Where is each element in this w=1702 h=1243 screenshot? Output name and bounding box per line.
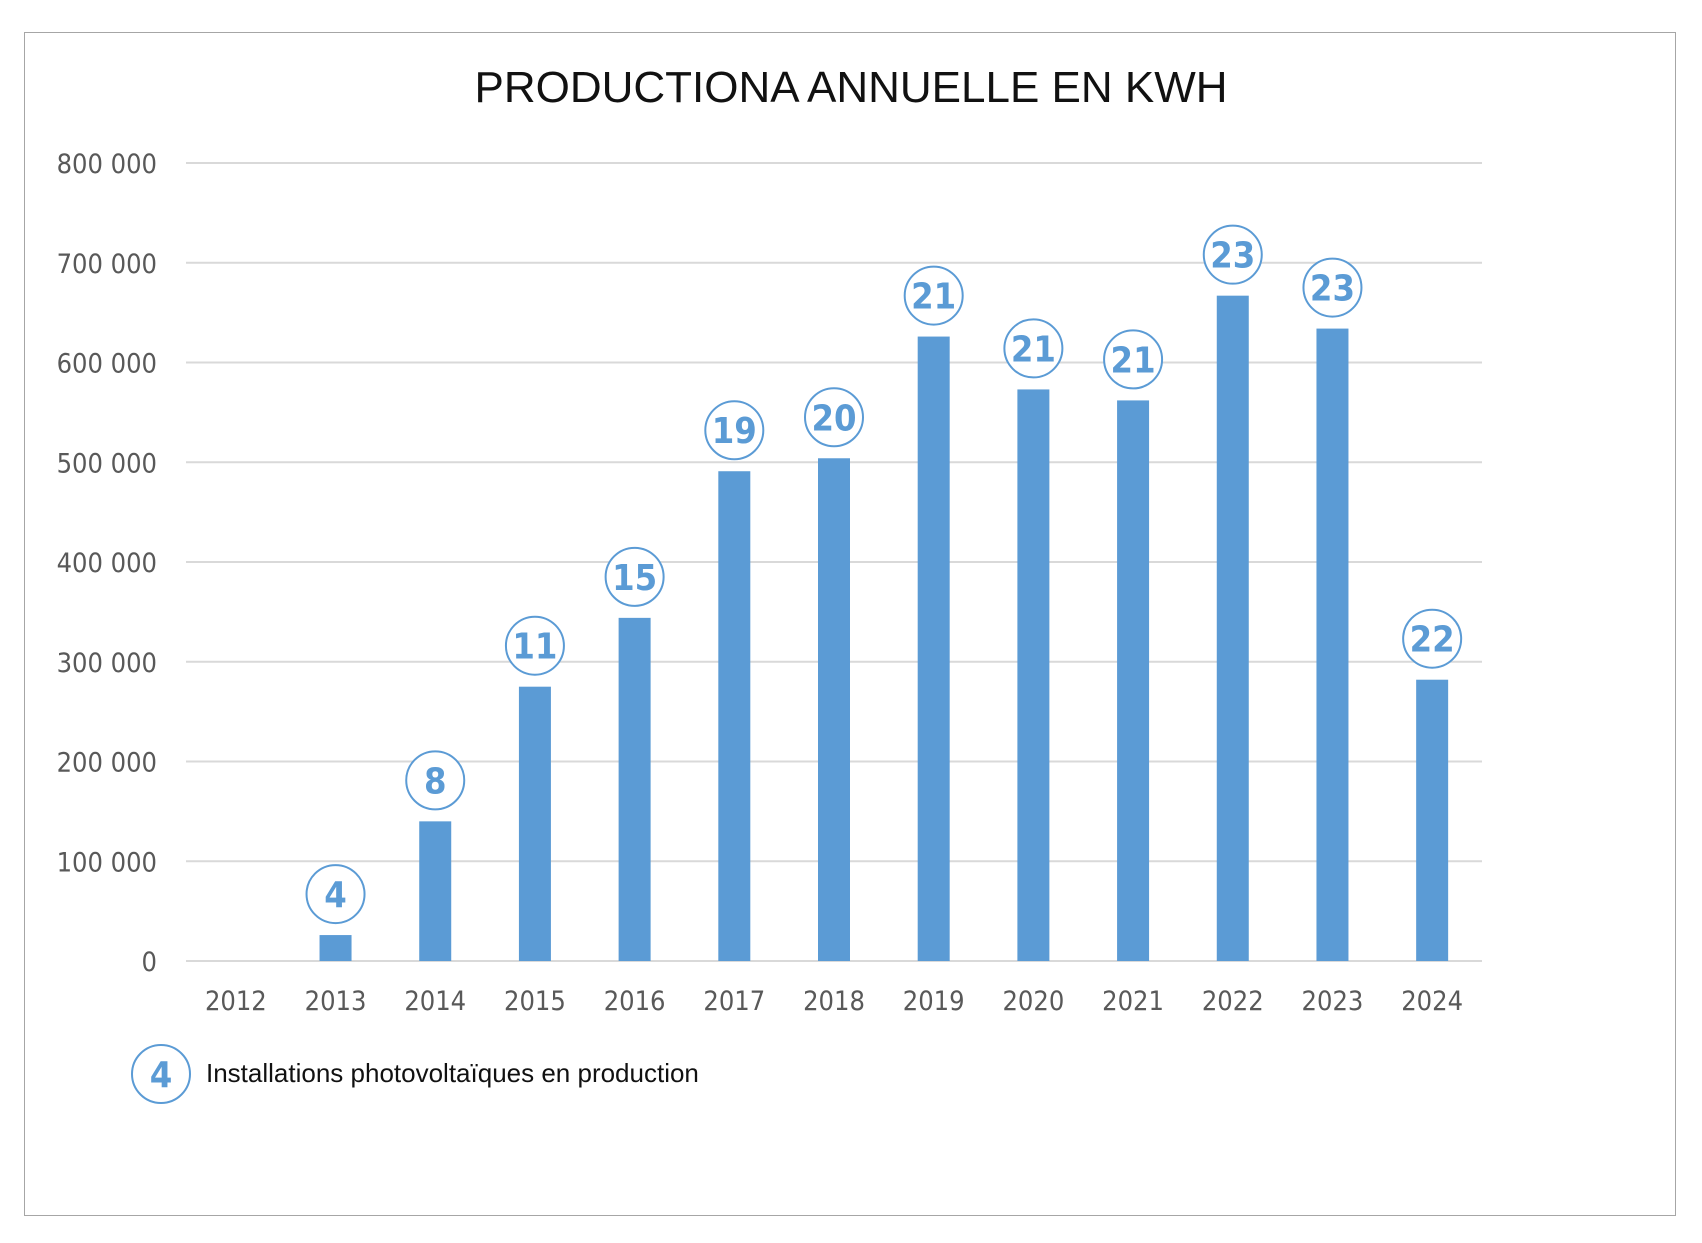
installation-count: 8 xyxy=(424,761,447,802)
installation-count: 21 xyxy=(1111,340,1156,381)
x-tick-label: 2013 xyxy=(305,986,367,1017)
x-tick-label: 2021 xyxy=(1102,986,1164,1017)
installation-badge xyxy=(504,615,565,676)
bar xyxy=(1017,389,1050,961)
bar-chart: PRODUCTIONA ANNUELLE EN KWH 0 100 000 200 … xyxy=(57,63,1482,1104)
installation-badge xyxy=(1402,608,1463,669)
y-tick-label: 300 000 xyxy=(57,648,157,679)
y-tick-label: 200 000 xyxy=(57,748,157,779)
bar xyxy=(419,821,452,961)
y-tick-label: 800 000 xyxy=(57,149,157,180)
bar xyxy=(618,617,651,961)
installation-count: 4 xyxy=(324,875,347,916)
installation-badge xyxy=(604,546,665,607)
y-tick-label: 500 000 xyxy=(57,448,157,479)
x-tick-label: 2023 xyxy=(1302,986,1364,1017)
installation-count: 21 xyxy=(911,277,956,318)
bar xyxy=(319,935,352,961)
chart-frame: PRODUCTIONA ANNUELLE EN KWH 0 100 000 200 … xyxy=(24,32,1676,1216)
installation-count: 11 xyxy=(512,627,557,668)
installation-count: 15 xyxy=(612,558,657,599)
y-tick-label: 700 000 xyxy=(57,249,157,280)
installation-count: 22 xyxy=(1410,620,1455,661)
legend-sample-label: 4 xyxy=(150,1055,173,1096)
installation-badge xyxy=(1003,318,1064,379)
installation-badges: 4 8 11 15 19 20 21 21 21 23 23 22 xyxy=(305,224,1463,925)
y-tick-label: 0 xyxy=(142,947,157,978)
installation-badge xyxy=(1302,257,1363,318)
x-tick-label: 2020 xyxy=(1002,986,1064,1017)
x-tick-label: 2019 xyxy=(903,986,965,1017)
x-tick-label: 2012 xyxy=(205,986,267,1017)
x-tick-label: 2015 xyxy=(504,986,566,1017)
installation-badge xyxy=(1202,224,1263,285)
installation-badge xyxy=(305,864,366,925)
installation-badge xyxy=(1103,329,1164,390)
installation-count: 21 xyxy=(1011,329,1056,370)
y-tick-label: 400 000 xyxy=(57,548,157,579)
x-tick-label: 2024 xyxy=(1401,986,1463,1017)
installation-badge xyxy=(704,400,765,461)
bar xyxy=(917,336,950,961)
installation-count: 20 xyxy=(811,398,856,439)
bar xyxy=(718,471,751,961)
x-tick-label: 2017 xyxy=(703,986,765,1017)
x-tick-label: 2018 xyxy=(803,986,865,1017)
x-tick-label: 2014 xyxy=(404,986,466,1017)
installation-badge xyxy=(405,750,466,811)
bar xyxy=(1416,679,1449,961)
installation-count: 23 xyxy=(1210,236,1255,277)
bar xyxy=(1316,328,1349,962)
y-tick-label: 100 000 xyxy=(57,847,157,878)
bar xyxy=(1216,295,1249,962)
installation-badge xyxy=(804,387,864,448)
installation-badge xyxy=(903,265,964,326)
x-tick-label: 2016 xyxy=(604,986,666,1017)
x-tick-label: 2022 xyxy=(1202,986,1264,1017)
legend: 4 Installations photovoltaïques en produ… xyxy=(131,1044,699,1104)
legend-sample-circle xyxy=(131,1044,191,1104)
bar xyxy=(818,458,850,961)
chart-title: PRODUCTIONA ANNUELLE EN KWH xyxy=(474,63,1227,112)
installation-count: 23 xyxy=(1310,269,1355,310)
y-axis: 0 100 000 200 000 300 000 400 000 500 000 600 … xyxy=(57,149,157,978)
installation-count: 19 xyxy=(712,411,757,452)
bars xyxy=(319,295,1449,962)
bar xyxy=(1117,400,1150,961)
y-tick-label: 600 000 xyxy=(57,349,157,380)
x-axis: 2012 2013 2014 2015 2016 2017 2018 2019 2020 2021… xyxy=(205,986,1463,1017)
legend-label: Installations photovoltaïques en product… xyxy=(206,1058,699,1088)
bar xyxy=(518,686,551,961)
